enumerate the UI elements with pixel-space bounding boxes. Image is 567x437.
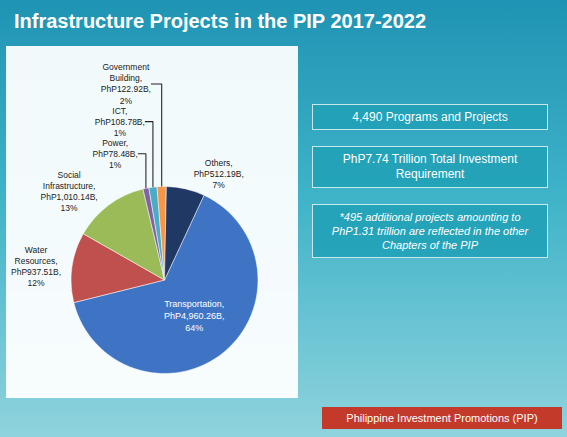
svg-text:Transportation,PhP4,960.26B,64: Transportation,PhP4,960.26B,64% [164, 299, 225, 332]
svg-text:Others,PhP512.19B,7%: Others,PhP512.19B,7% [194, 158, 244, 190]
html-text:*495 additional projects amoun: *495 additional projects amounting to Ph… [331, 211, 529, 251]
html-text:4,490 Programs and Projects: 4,490 Programs and Projects [352, 110, 508, 124]
html-text:Infrastructure Projects in the: Infrastructure Projects in the PIP 2017-… [14, 10, 426, 32]
svg-text:ICT,PhP108.78B,1%: ICT,PhP108.78B,1% [95, 106, 145, 138]
svg-text:GovernmentBuilding,PhP122.92B,: GovernmentBuilding,PhP122.92B,2% [101, 62, 151, 105]
svg-text:Power,PhP78.48B,1%: Power,PhP78.48B,1% [93, 138, 138, 170]
svg-text:WaterResources,PhP937.51B,12%: WaterResources,PhP937.51B,12% [11, 245, 61, 288]
html-text:PhP7.74 Trillion Total Investm: PhP7.74 Trillion Total Investment Requir… [342, 152, 518, 181]
svg-text:SocialInfrastructure,PhP1,010.: SocialInfrastructure,PhP1,010.14B,13% [40, 170, 97, 213]
html-text:Philippine Investment Promotio: Philippine Investment Promotions (PIP) [346, 412, 538, 424]
